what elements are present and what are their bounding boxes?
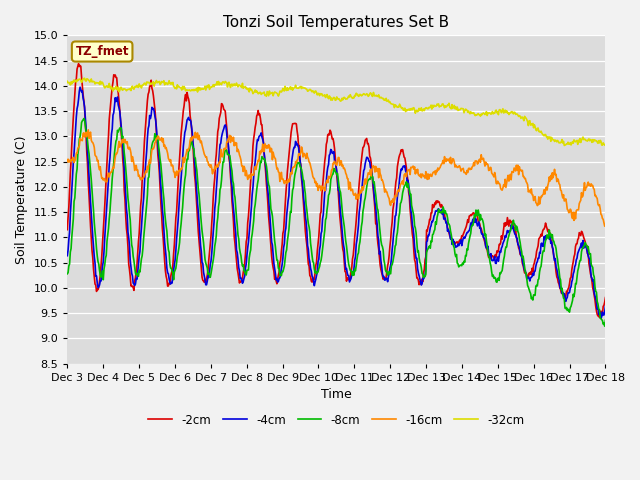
- -2cm: [184, 94, 191, 99]
- -8cm: [602, 317, 609, 323]
- -32cm: [403, 107, 410, 113]
- -32cm: [81, 75, 88, 81]
- -4cm: [212, 188, 220, 193]
- -32cm: [602, 143, 609, 148]
- Legend: -2cm, -4cm, -8cm, -16cm, -32cm: -2cm, -4cm, -8cm, -16cm, -32cm: [143, 409, 529, 431]
- Line: -4cm: -4cm: [67, 87, 605, 318]
- -8cm: [129, 253, 137, 259]
- -32cm: [184, 87, 191, 93]
- -2cm: [602, 295, 609, 300]
- X-axis label: Time: Time: [321, 388, 352, 401]
- Y-axis label: Soil Temperature (C): Soil Temperature (C): [15, 135, 28, 264]
- -16cm: [63, 158, 71, 164]
- -8cm: [418, 271, 426, 276]
- -2cm: [75, 61, 83, 67]
- -4cm: [73, 106, 81, 111]
- -2cm: [129, 285, 137, 290]
- -4cm: [184, 116, 191, 122]
- -8cm: [184, 156, 191, 162]
- -16cm: [212, 163, 220, 168]
- -8cm: [403, 179, 410, 185]
- -16cm: [418, 171, 426, 177]
- Line: -32cm: -32cm: [67, 78, 605, 145]
- -2cm: [212, 152, 220, 157]
- -2cm: [63, 227, 71, 232]
- -16cm: [73, 150, 81, 156]
- -32cm: [418, 108, 426, 114]
- -2cm: [596, 314, 604, 320]
- -4cm: [602, 303, 609, 309]
- Line: -8cm: -8cm: [67, 119, 605, 326]
- -8cm: [80, 116, 88, 121]
- -8cm: [212, 233, 220, 239]
- -4cm: [129, 280, 137, 286]
- -8cm: [73, 166, 81, 172]
- -2cm: [418, 276, 426, 282]
- -4cm: [76, 84, 84, 90]
- -16cm: [602, 222, 609, 228]
- -4cm: [597, 315, 605, 321]
- -16cm: [129, 157, 137, 163]
- -2cm: [403, 165, 410, 171]
- Line: -16cm: -16cm: [67, 130, 605, 226]
- Text: TZ_fmet: TZ_fmet: [76, 45, 129, 58]
- -4cm: [418, 281, 426, 287]
- -2cm: [73, 66, 81, 72]
- -16cm: [184, 148, 191, 154]
- -32cm: [129, 85, 137, 91]
- -16cm: [84, 127, 92, 133]
- -32cm: [212, 82, 220, 88]
- -16cm: [601, 223, 609, 229]
- -8cm: [63, 271, 71, 276]
- -8cm: [601, 324, 609, 329]
- Title: Tonzi Soil Temperatures Set B: Tonzi Soil Temperatures Set B: [223, 15, 449, 30]
- -4cm: [63, 253, 71, 259]
- -4cm: [403, 169, 410, 175]
- -32cm: [73, 77, 81, 83]
- -16cm: [403, 174, 410, 180]
- Line: -2cm: -2cm: [67, 64, 605, 317]
- -32cm: [63, 78, 71, 84]
